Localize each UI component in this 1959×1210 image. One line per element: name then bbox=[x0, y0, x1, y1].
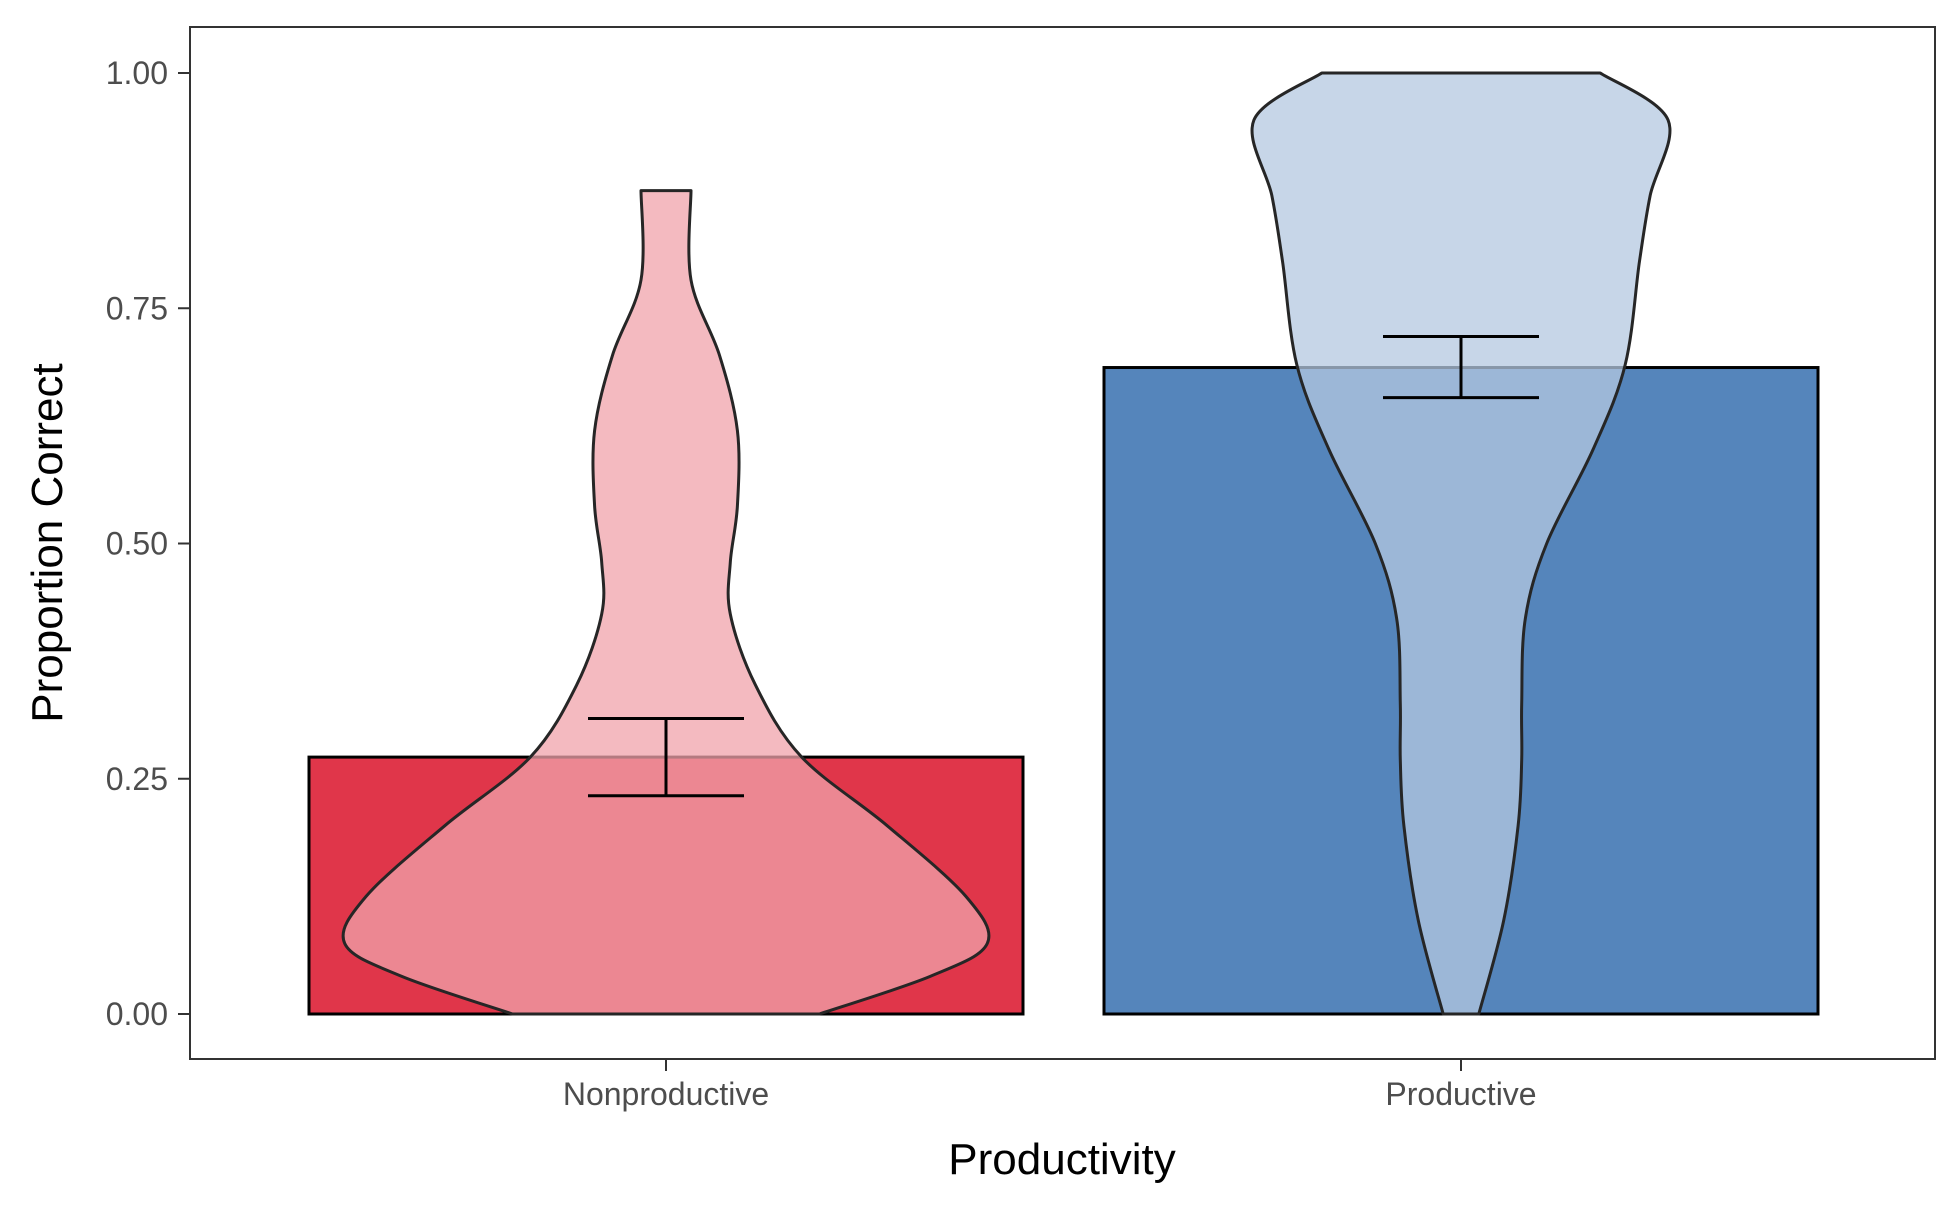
x-axis-title: Productivity bbox=[948, 1135, 1175, 1184]
error-bar-productive bbox=[1383, 334, 1539, 400]
y-tick-label: 0.75 bbox=[106, 290, 168, 326]
plot-area bbox=[307, 71, 1820, 1016]
violin-productive bbox=[1250, 71, 1672, 1016]
x-tick-label: Productive bbox=[1385, 1076, 1536, 1112]
x-tick-label: Nonproductive bbox=[563, 1076, 769, 1112]
y-tick-label: 0.00 bbox=[106, 996, 168, 1032]
axes: Nonproductive Productive 0.00 0.25 0.50 0.75 1… bbox=[106, 55, 1537, 1112]
error-bar-nonproductive bbox=[588, 717, 744, 798]
y-tick-label: 1.00 bbox=[106, 55, 168, 91]
y-tick-label: 0.25 bbox=[106, 761, 168, 797]
y-axis-title: Proportion Correct bbox=[23, 363, 72, 722]
y-tick-label: 0.50 bbox=[106, 526, 168, 562]
violin-nonproductive bbox=[341, 189, 991, 1016]
